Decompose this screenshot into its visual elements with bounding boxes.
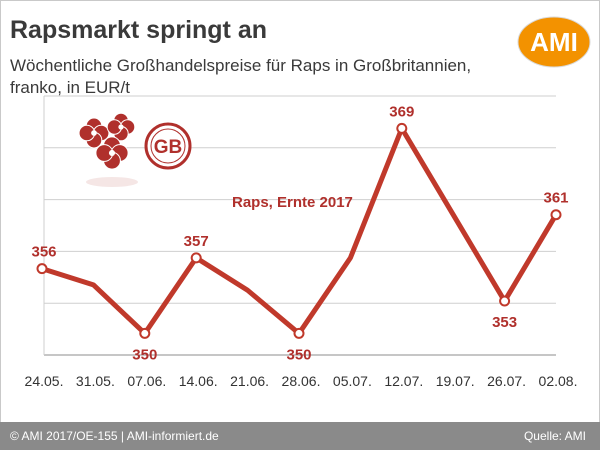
flower-center (118, 124, 124, 130)
data-point (190, 252, 202, 264)
data-label: 350 (286, 346, 311, 363)
footer-source: Quelle: AMI (523, 429, 586, 443)
data-point (396, 122, 408, 134)
flower-shadow (86, 177, 138, 187)
data-label: 369 (389, 103, 414, 120)
x-tick-label: 21.06. (230, 373, 269, 389)
data-label: 361 (543, 190, 568, 207)
x-tick-label: 19.07. (436, 373, 475, 389)
chart-title: Rapsmarkt springt an (10, 16, 268, 44)
series-group (36, 122, 562, 339)
data-label: 356 (31, 244, 56, 261)
data-point (36, 263, 48, 275)
logo-text: AMI (530, 27, 578, 57)
data-label: 357 (184, 233, 209, 250)
series-label: Raps, Ernte 2017 (232, 194, 353, 211)
chart-grid (43, 95, 556, 356)
rape-flower-icon (78, 112, 138, 187)
chart-subtitle: Wöchentliche Großhandelspreise für Raps … (10, 56, 472, 97)
data-label: 350 (132, 346, 157, 363)
x-tick-label: 24.05. (25, 373, 64, 389)
x-tick-label: 26.07. (487, 373, 526, 389)
flower-center (108, 149, 116, 157)
gb-badge-text: GB (154, 137, 183, 158)
data-point (550, 209, 562, 221)
x-tick-label: 07.06. (127, 373, 166, 389)
gb-badge: GB (144, 122, 192, 170)
line-chart: GB Raps, Ernte 2017 356 350 357 350 369 353 36… (25, 95, 578, 389)
footer-bar: © AMI 2017/OE-155 | AMI-informiert.de Qu… (0, 422, 600, 450)
x-tick-label: 12.07. (384, 373, 423, 389)
x-tick-label: 02.08. (539, 373, 578, 389)
x-tick-labels: 24.05. 31.05. 07.06. 14.06. 21.06. 28.06. 05.0… (25, 373, 578, 389)
x-tick-label: 28.06. (282, 373, 321, 389)
ami-logo: AMI (517, 16, 591, 68)
flower-center (91, 130, 97, 136)
footer-copyright: © AMI 2017/OE-155 | AMI-informiert.de (10, 429, 219, 443)
x-tick-label: 14.06. (179, 373, 218, 389)
x-tick-label: 31.05. (76, 373, 115, 389)
data-label: 353 (492, 314, 517, 331)
data-point (499, 295, 511, 307)
data-point (139, 327, 151, 339)
x-tick-label: 05.07. (333, 373, 372, 389)
data-point (293, 327, 305, 339)
data-labels: 356 350 357 350 369 353 361 (31, 103, 568, 363)
